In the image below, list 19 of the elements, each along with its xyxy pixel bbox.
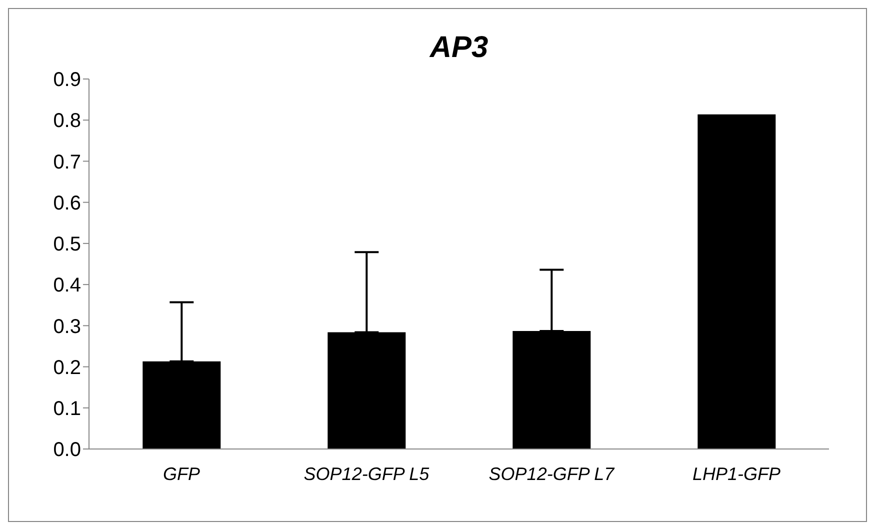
y-tick-label: 0.5 (53, 234, 81, 256)
y-tick-label: 0.3 (53, 316, 81, 338)
bar (512, 331, 591, 449)
bar (328, 332, 406, 449)
x-tick-label: SOP12-GFP L7 (488, 464, 616, 484)
y-tick-label: 0.2 (53, 356, 81, 379)
y-tick-label: 0.4 (53, 274, 81, 297)
y-tick-label: 0.8 (53, 110, 81, 132)
y-tick-label: 0.0 (53, 439, 81, 462)
bar (698, 114, 776, 449)
x-tick-label: SOP12-GFP L5 (304, 464, 430, 484)
x-tick-label: GFP (162, 464, 200, 484)
x-tick-label: LHP1-GFP (692, 464, 781, 484)
y-tick-label: 0.6 (53, 192, 81, 214)
y-tick-label: 0.9 (53, 69, 81, 92)
chart-title: AP3 (428, 31, 488, 64)
bar (142, 361, 221, 449)
y-tick-label: 0.1 (53, 398, 81, 420)
y-tick-label: 0.7 (53, 151, 81, 174)
